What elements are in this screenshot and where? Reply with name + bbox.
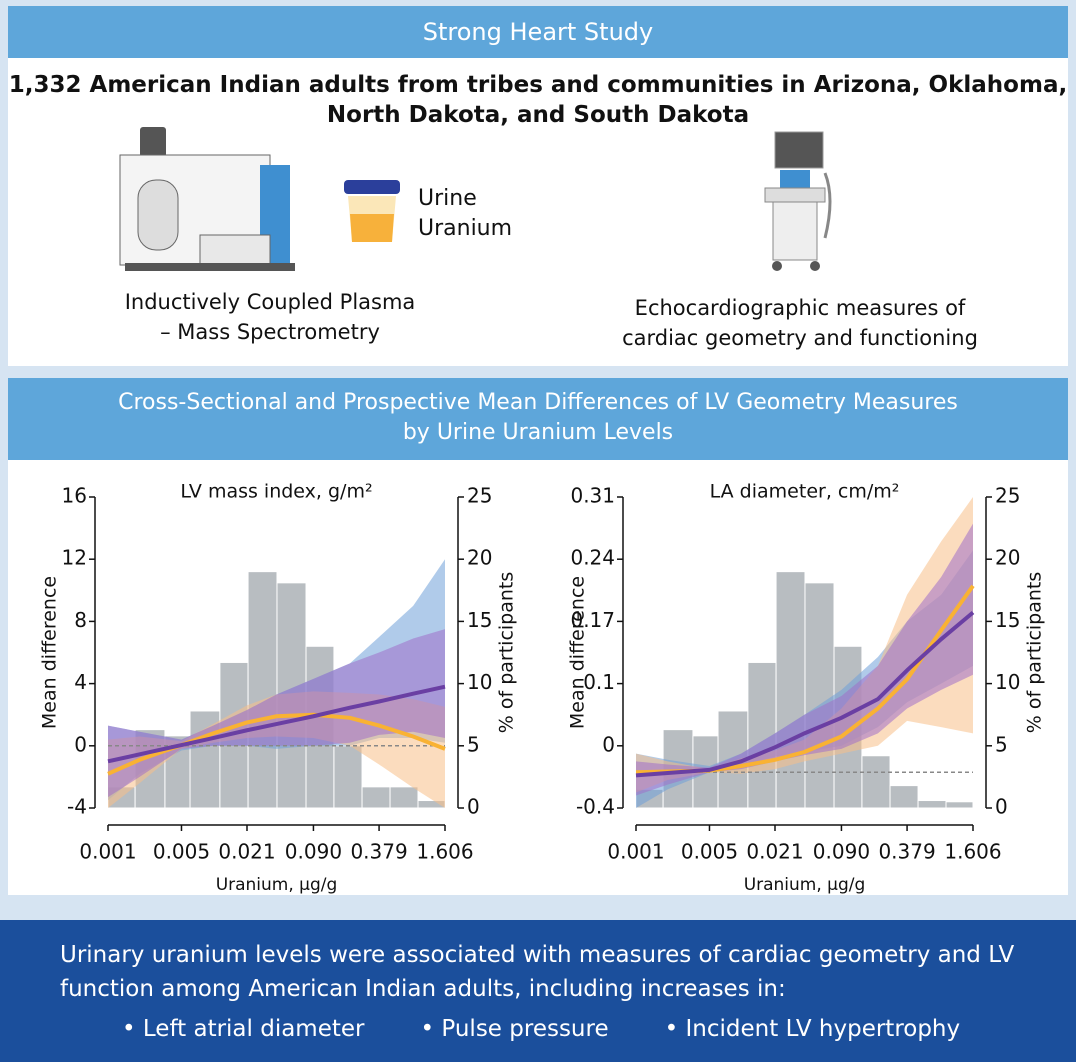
x-tick-label: 0.090 <box>813 840 870 864</box>
x-tick-label: 0.090 <box>285 840 342 864</box>
x-tick-label: 1.606 <box>944 840 1001 864</box>
histogram-bar <box>748 662 776 808</box>
infographic: Strong Heart Study 1,332 American Indian… <box>0 0 1076 1062</box>
histogram-bar <box>390 787 418 808</box>
y-tick-label: 12 <box>62 546 87 570</box>
chart-title: LA diameter, cm/m² <box>710 481 900 503</box>
histogram-bar <box>946 802 973 808</box>
x-tick-label: 0.001 <box>607 840 664 864</box>
charts: -4 0 4 8 12 16 0 5 10 15 20 25 0.001 0.005 0.021 0.090 0… <box>0 0 1076 1062</box>
y2-axis-label: % of participants <box>1024 572 1046 734</box>
y2-tick-label: 20 <box>467 546 492 570</box>
y-tick-label: -4 <box>67 795 87 819</box>
x-axis-label: Uranium, μg/g <box>744 875 866 895</box>
y-tick-label: 0.31 <box>570 484 615 508</box>
y2-tick-label: 5 <box>995 732 1008 756</box>
y2-tick-label: 10 <box>467 670 492 694</box>
y2-tick-label: 5 <box>467 732 480 756</box>
x-tick-label: 0.005 <box>153 840 210 864</box>
x-tick-label: 1.606 <box>416 840 473 864</box>
histogram-bar <box>248 572 277 808</box>
x-tick-label: 0.379 <box>878 840 935 864</box>
histogram-bar <box>362 787 390 808</box>
y2-axis-label: % of participants <box>496 572 518 734</box>
y2-tick-label: 0 <box>467 795 480 819</box>
histogram-bar <box>862 756 890 808</box>
y-tick-label: 0 <box>74 732 87 756</box>
histogram-bar <box>890 786 918 808</box>
y-axis-label: Mean difference <box>567 576 589 729</box>
y-tick-label: 0.24 <box>570 546 615 570</box>
y2-tick-label: 25 <box>995 484 1020 508</box>
x-tick-label: 0.001 <box>79 840 136 864</box>
y2-tick-label: 15 <box>467 608 492 632</box>
y-axis-label: Mean difference <box>39 576 61 729</box>
y2-tick-label: 20 <box>995 546 1020 570</box>
y-tick-label: 8 <box>74 608 87 632</box>
x-tick-label: 0.379 <box>350 840 407 864</box>
y2-tick-label: 25 <box>467 484 492 508</box>
y2-tick-label: 0 <box>995 795 1008 819</box>
y-tick-label: 4 <box>74 670 87 694</box>
x-axis-label: Uranium, μg/g <box>216 875 338 895</box>
histogram-bar <box>918 801 946 808</box>
x-tick-label: 0.021 <box>746 840 803 864</box>
y-tick-label: -0.4 <box>576 795 615 819</box>
y2-tick-label: 10 <box>995 670 1020 694</box>
y-tick-label: 16 <box>62 484 87 508</box>
y-tick-label: 0 <box>602 732 615 756</box>
histogram-bar <box>805 583 834 808</box>
y2-tick-label: 15 <box>995 608 1020 632</box>
x-tick-label: 0.021 <box>218 840 275 864</box>
x-tick-label: 0.005 <box>681 840 738 864</box>
histogram-bar <box>334 746 362 808</box>
chart-title: LV mass index, g/m² <box>180 481 372 503</box>
